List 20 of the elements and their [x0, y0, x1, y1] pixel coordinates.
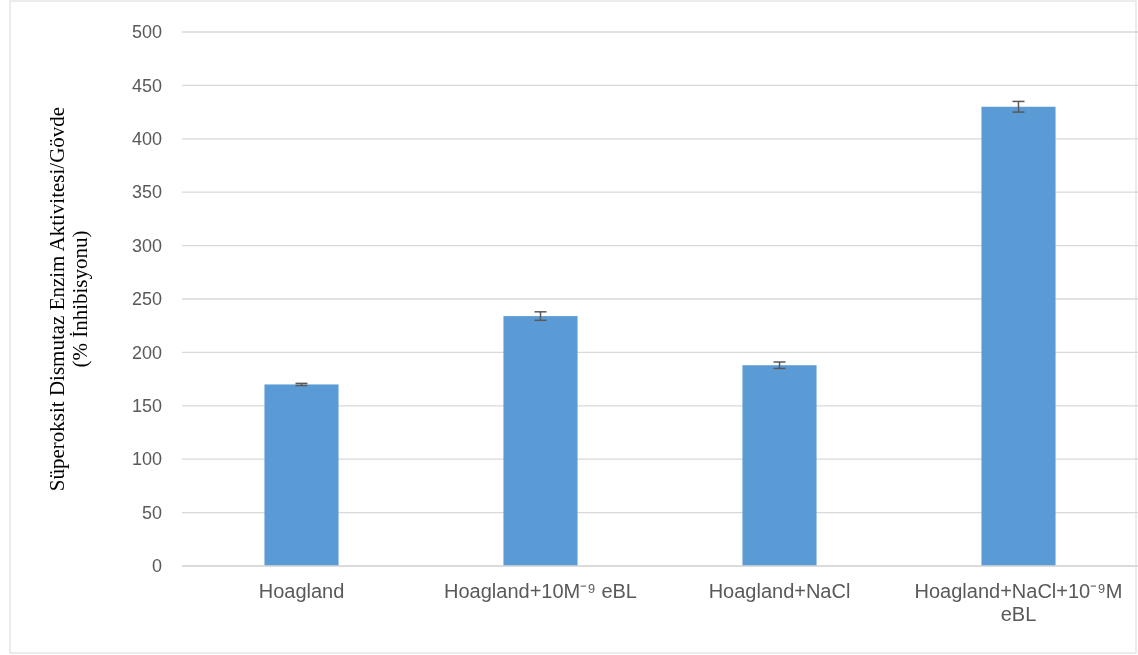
x-tick-label: Hoagland+10M⁻⁹ eBL	[444, 580, 637, 603]
x-tick-label: Hoagland+NaCl	[708, 580, 851, 603]
y-tick-label: 200	[131, 342, 162, 363]
y-tick-label: 500	[131, 22, 162, 43]
y-tick-label: 100	[131, 449, 162, 470]
x-tick-label: Hoagland+NaCl+10⁻⁹M eBL	[914, 580, 1123, 626]
x-tick-label: Hoagland	[258, 580, 345, 603]
y-tick-label: 300	[131, 235, 162, 256]
y-tick-label: 50	[141, 502, 162, 523]
bar	[981, 106, 1056, 566]
y-tick-label: 350	[131, 182, 162, 203]
y-tick-label: 450	[131, 75, 162, 96]
bar	[742, 365, 817, 566]
y-tick-label: 400	[131, 129, 162, 150]
bar	[264, 384, 339, 566]
bar	[503, 316, 578, 566]
y-axis-title: Süperoksit Dismutaz Enzim Aktivitesi/Gövde (% İnhibisyonu)	[45, 106, 93, 492]
y-tick-label: 250	[131, 289, 162, 310]
y-tick-label: 150	[131, 396, 162, 417]
y-tick-label: 0	[151, 556, 162, 577]
